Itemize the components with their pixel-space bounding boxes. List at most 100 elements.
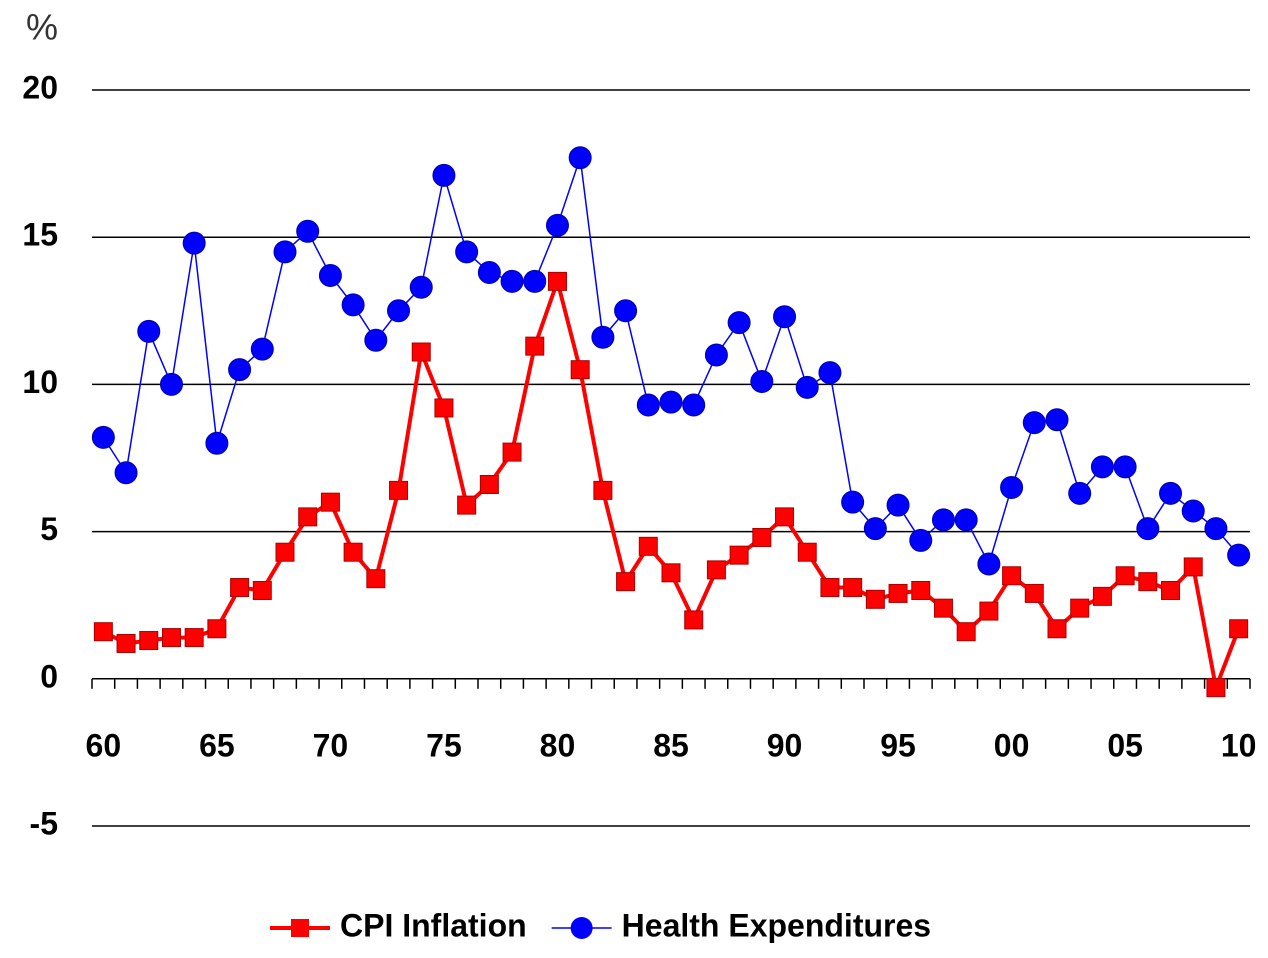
y-tick-label: 20 bbox=[22, 69, 58, 105]
data-point bbox=[343, 542, 363, 562]
data-point bbox=[139, 631, 159, 651]
series-line bbox=[102, 274, 1241, 695]
data-point bbox=[434, 398, 454, 418]
data-point bbox=[207, 619, 227, 639]
data-point bbox=[1181, 499, 1205, 523]
data-point bbox=[455, 240, 479, 264]
data-point bbox=[116, 633, 136, 653]
data-point bbox=[432, 163, 456, 187]
data-point bbox=[636, 393, 660, 417]
data-point bbox=[1159, 481, 1183, 505]
data-point bbox=[1092, 586, 1112, 606]
y-tick-label: 10 bbox=[22, 364, 58, 400]
data-point bbox=[706, 560, 726, 580]
data-point bbox=[841, 490, 865, 514]
data-point bbox=[205, 431, 229, 455]
data-point bbox=[296, 219, 320, 243]
data-point bbox=[888, 583, 908, 603]
data-point bbox=[364, 328, 388, 352]
data-point bbox=[1161, 580, 1181, 600]
data-point bbox=[865, 589, 885, 609]
data-point bbox=[250, 337, 274, 361]
x-tick-label: 05 bbox=[1107, 727, 1143, 763]
data-point bbox=[773, 305, 797, 329]
data-point bbox=[638, 536, 658, 556]
x-tick-label: 65 bbox=[199, 727, 235, 763]
data-point bbox=[614, 299, 638, 323]
data-point bbox=[1115, 566, 1135, 586]
data-point bbox=[954, 508, 978, 532]
data-point bbox=[93, 622, 113, 642]
x-tick-label: 10 bbox=[1221, 727, 1257, 763]
data-point bbox=[659, 390, 683, 414]
data-point bbox=[616, 572, 636, 592]
data-point bbox=[570, 360, 590, 380]
data-point bbox=[341, 293, 365, 317]
x-tick-label: 80 bbox=[540, 727, 576, 763]
data-point bbox=[909, 528, 933, 552]
data-point bbox=[1068, 481, 1092, 505]
data-point bbox=[500, 269, 524, 293]
data-point bbox=[1070, 598, 1090, 618]
data-point bbox=[182, 231, 206, 255]
data-point bbox=[1183, 557, 1203, 577]
data-point bbox=[545, 213, 569, 237]
data-point bbox=[1024, 583, 1044, 603]
data-point bbox=[1090, 455, 1114, 479]
data-point bbox=[1113, 455, 1137, 479]
data-point bbox=[479, 474, 499, 494]
x-tick-label: 75 bbox=[426, 727, 462, 763]
data-point bbox=[727, 311, 751, 335]
data-point bbox=[366, 569, 386, 589]
data-point bbox=[931, 508, 955, 532]
data-point bbox=[818, 361, 842, 385]
data-point bbox=[979, 601, 999, 621]
data-point bbox=[318, 263, 342, 287]
data-point bbox=[775, 507, 795, 527]
data-point bbox=[547, 271, 567, 291]
data-point bbox=[137, 319, 161, 343]
data-point bbox=[704, 343, 728, 367]
legend-label: CPI Inflation bbox=[340, 907, 527, 943]
data-point bbox=[411, 342, 431, 362]
data-point bbox=[1229, 619, 1249, 639]
legend-label: Health Expenditures bbox=[622, 907, 931, 943]
data-point bbox=[977, 552, 1001, 576]
data-point bbox=[1022, 411, 1046, 435]
data-point bbox=[1206, 678, 1226, 698]
data-point bbox=[523, 269, 547, 293]
data-point bbox=[933, 598, 953, 618]
y-axis-unit: % bbox=[26, 7, 58, 48]
x-tick-label: 00 bbox=[994, 727, 1030, 763]
data-point bbox=[252, 580, 272, 600]
data-point bbox=[843, 578, 863, 598]
data-point bbox=[752, 527, 772, 547]
data-point bbox=[1227, 543, 1251, 567]
x-tick-label: 85 bbox=[653, 727, 689, 763]
data-point bbox=[409, 275, 433, 299]
data-point bbox=[159, 372, 183, 396]
data-point bbox=[1138, 572, 1158, 592]
data-point bbox=[1000, 475, 1024, 499]
legend-marker bbox=[291, 919, 309, 937]
data-point bbox=[230, 578, 250, 598]
x-tick-label: 90 bbox=[767, 727, 803, 763]
data-point bbox=[863, 517, 887, 541]
data-point bbox=[114, 461, 138, 485]
data-point bbox=[389, 480, 409, 500]
data-point bbox=[273, 240, 297, 264]
data-point bbox=[750, 369, 774, 393]
data-point bbox=[320, 492, 340, 512]
data-point bbox=[1204, 517, 1228, 541]
data-point bbox=[275, 542, 295, 562]
data-point bbox=[911, 580, 931, 600]
data-point bbox=[525, 336, 545, 356]
x-tick-label: 70 bbox=[313, 727, 349, 763]
data-point bbox=[820, 578, 840, 598]
data-point bbox=[682, 393, 706, 417]
y-tick-label: -5 bbox=[30, 805, 58, 841]
data-point bbox=[568, 146, 592, 170]
data-point bbox=[457, 495, 477, 515]
data-point bbox=[886, 493, 910, 517]
